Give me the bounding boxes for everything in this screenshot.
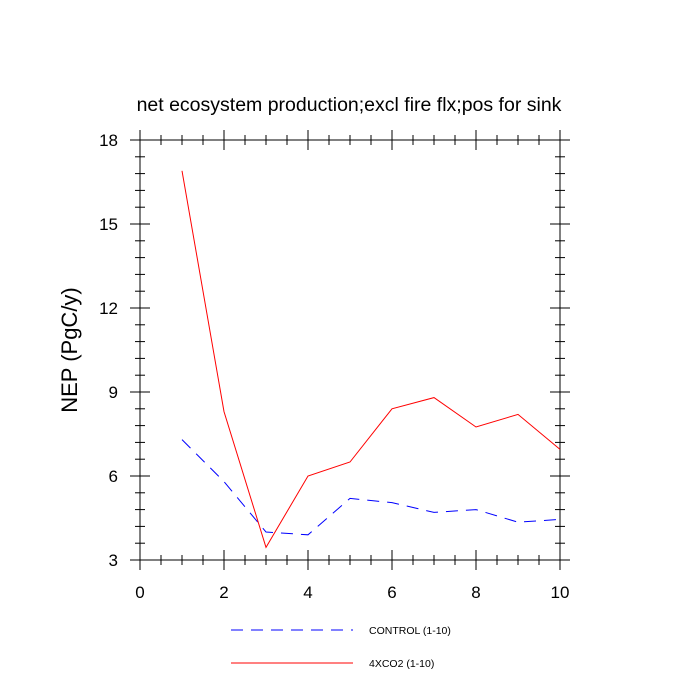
x-tick-label: 6 — [387, 583, 396, 602]
plot-frame — [139, 139, 561, 561]
y-tick-label: 3 — [109, 551, 118, 570]
chart-title: net ecosystem production;excl fire flx;p… — [137, 94, 562, 116]
x-tick-label: 4 — [303, 583, 312, 602]
y-tick-label: 9 — [109, 383, 118, 402]
x-tick-label: 10 — [551, 583, 570, 602]
y-axis-label: NEP (PgC/y) — [57, 287, 82, 413]
y-tick-label: 18 — [99, 131, 118, 150]
y-tick-label: 6 — [109, 467, 118, 486]
y-tick-label: 12 — [99, 299, 118, 318]
legend: CONTROL (1-10) 4XCO2 (1-10) — [231, 625, 451, 670]
x-tick-label: 0 — [135, 583, 144, 602]
x-tick-label: 8 — [471, 583, 480, 602]
legend-label: 4XCO2 (1-10) — [369, 658, 434, 670]
series-layer — [181, 170, 561, 549]
series-line-control — [181, 439, 561, 536]
axis-tick-labels: 0 2 4 6 8 10 3 6 9 12 15 18 — [99, 131, 569, 602]
x-tick-label: 2 — [219, 583, 228, 602]
series-line-4xco2 — [181, 170, 561, 549]
y-tick-label: 15 — [99, 215, 118, 234]
legend-label: CONTROL (1-10) — [369, 625, 451, 637]
axis-ticks — [130, 130, 570, 570]
